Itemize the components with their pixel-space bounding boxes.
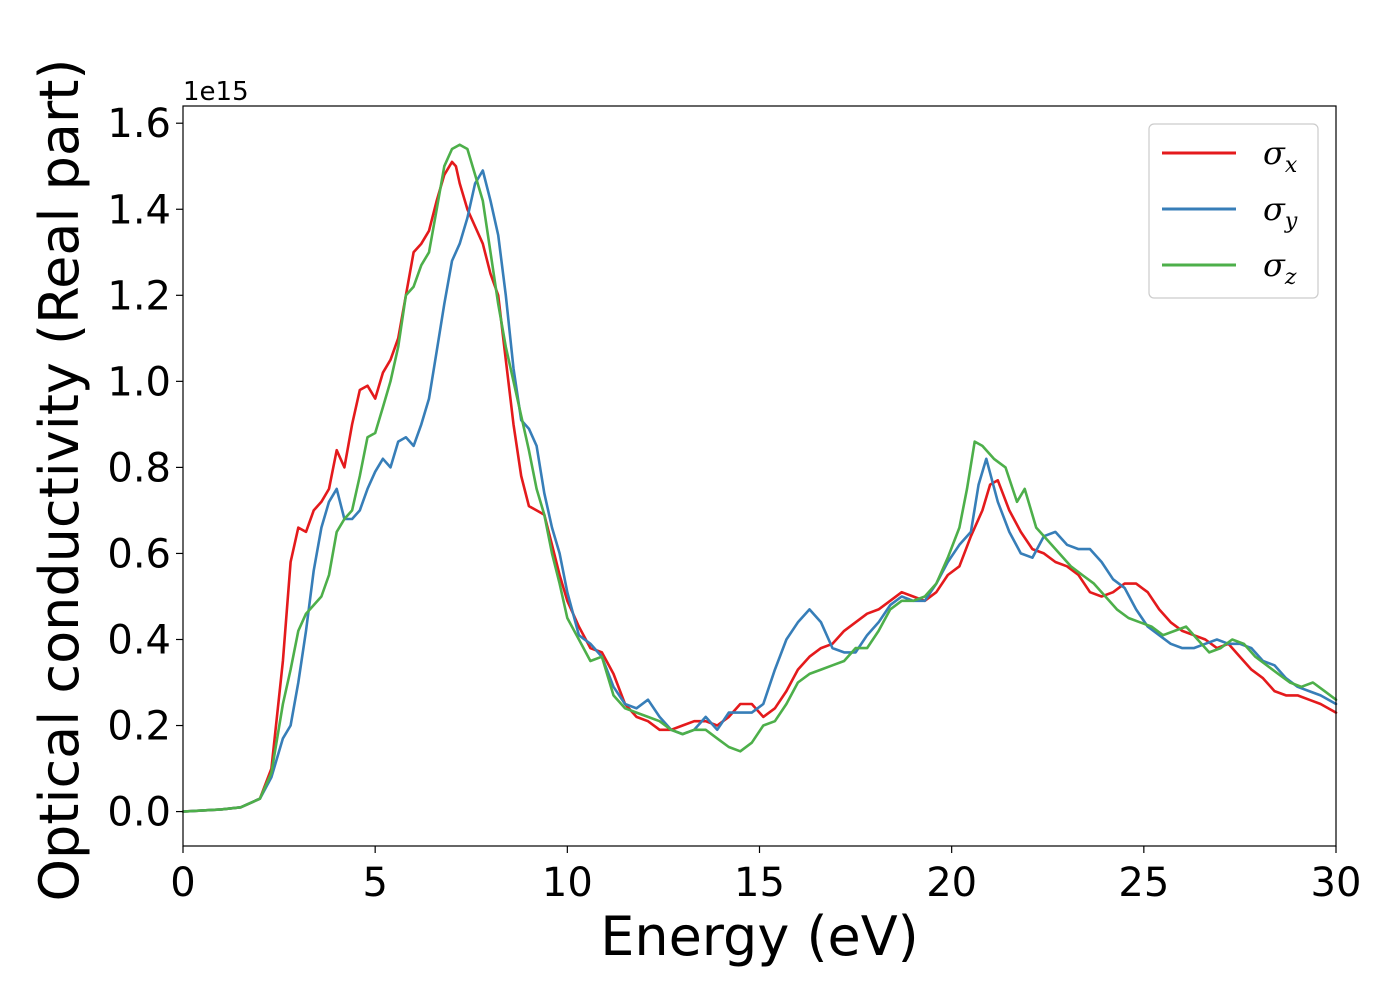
legend-label-z: σz	[1263, 246, 1297, 290]
y-tick-label: 0.0	[107, 790, 171, 836]
legend-subscript: x	[1285, 153, 1298, 178]
y-tick-label: 0.4	[107, 617, 171, 663]
legend-label-x: σx	[1263, 134, 1298, 178]
legend-symbol: σ	[1263, 190, 1286, 228]
y-tick-label: 1.6	[107, 101, 171, 147]
y-tick-label: 0.6	[107, 531, 171, 577]
legend-subscript: z	[1284, 265, 1297, 290]
x-tick-label: 20	[926, 860, 977, 906]
x-tick-label: 25	[1118, 860, 1169, 906]
y-tick-label: 0.2	[107, 704, 171, 750]
y-tick-label: 1.2	[107, 273, 171, 319]
x-tick-label: 0	[170, 860, 195, 906]
y-axis-offset-text: 1e15	[183, 77, 249, 107]
y-tick-label: 1.0	[107, 359, 171, 405]
series-line-y	[181, 169, 1338, 813]
x-axis-label: Energy (eV)	[600, 905, 919, 968]
y-axis-ticks: 0.0 0.2 0.4 0.6 0.8 1.0 1.2 1.4 1.6	[107, 101, 183, 836]
x-tick-label: 30	[1311, 860, 1362, 906]
x-tick-label: 10	[542, 860, 593, 906]
x-tick-label: 15	[734, 860, 785, 906]
legend-symbol: σ	[1263, 134, 1286, 172]
x-tick-label: 5	[362, 860, 387, 906]
legend-label-y: σy	[1263, 190, 1298, 234]
legend-symbol: σ	[1263, 246, 1286, 284]
y-tick-label: 1.4	[107, 187, 171, 233]
y-tick-label: 0.8	[107, 445, 171, 491]
legend-subscript: y	[1284, 209, 1298, 234]
x-axis-ticks: 0 5 10 15 20 25 30	[170, 846, 1361, 906]
series-line-z	[181, 143, 1338, 813]
legend-box	[1148, 123, 1319, 299]
y-axis-label: Optical conductivity (Real part)	[28, 59, 91, 902]
series-layer	[181, 143, 1338, 813]
